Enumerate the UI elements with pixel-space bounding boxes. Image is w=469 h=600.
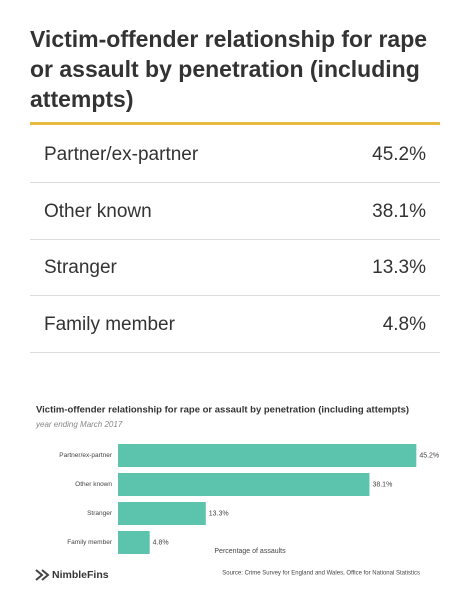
table-row: Partner/ex-partner 45.2% bbox=[30, 126, 440, 183]
row-value: 45.2% bbox=[372, 144, 426, 165]
bar bbox=[118, 531, 150, 554]
title: Victim-offender relationship for rape or… bbox=[30, 26, 428, 112]
logo-icon bbox=[35, 569, 50, 581]
row-value: 38.1% bbox=[372, 200, 426, 222]
divider bbox=[30, 122, 440, 125]
chart-title: Victim-offender relationship for rape or… bbox=[36, 405, 409, 416]
x-label: Percentage of assaults bbox=[214, 548, 286, 555]
row-value: 13.3% bbox=[372, 257, 426, 278]
value-label: 4.8% bbox=[153, 539, 169, 546]
bar bbox=[118, 444, 417, 467]
logo: NimbleFins bbox=[52, 569, 109, 581]
y-tick-label: Family member bbox=[67, 539, 113, 546]
table-row: Stranger 13.3% bbox=[30, 239, 440, 296]
table-row: Other known 38.1% bbox=[30, 183, 440, 240]
chart: Victim-offender relationship for rape or… bbox=[35, 405, 439, 581]
row-label: Other known bbox=[44, 200, 152, 222]
y-tick-label: Other known bbox=[75, 481, 112, 488]
row-label: Partner/ex-partner bbox=[44, 144, 199, 165]
y-tick-label: Partner/ex-partner bbox=[59, 452, 113, 459]
value-label: 38.1% bbox=[372, 481, 392, 488]
y-tick-label: Stranger bbox=[87, 510, 113, 517]
table-row: Family member 4.8% bbox=[30, 296, 440, 353]
bar bbox=[118, 502, 206, 525]
value-label: 13.3% bbox=[209, 510, 229, 517]
row-label: Family member bbox=[44, 313, 175, 335]
bar bbox=[118, 473, 370, 496]
source: Source: Crime Survey for England and Wal… bbox=[222, 571, 420, 577]
row-label: Stranger bbox=[44, 257, 117, 278]
row-value: 4.8% bbox=[382, 313, 426, 335]
chart-subtitle: year ending March 2017 bbox=[35, 420, 123, 429]
value-label: 45.2% bbox=[419, 452, 439, 459]
